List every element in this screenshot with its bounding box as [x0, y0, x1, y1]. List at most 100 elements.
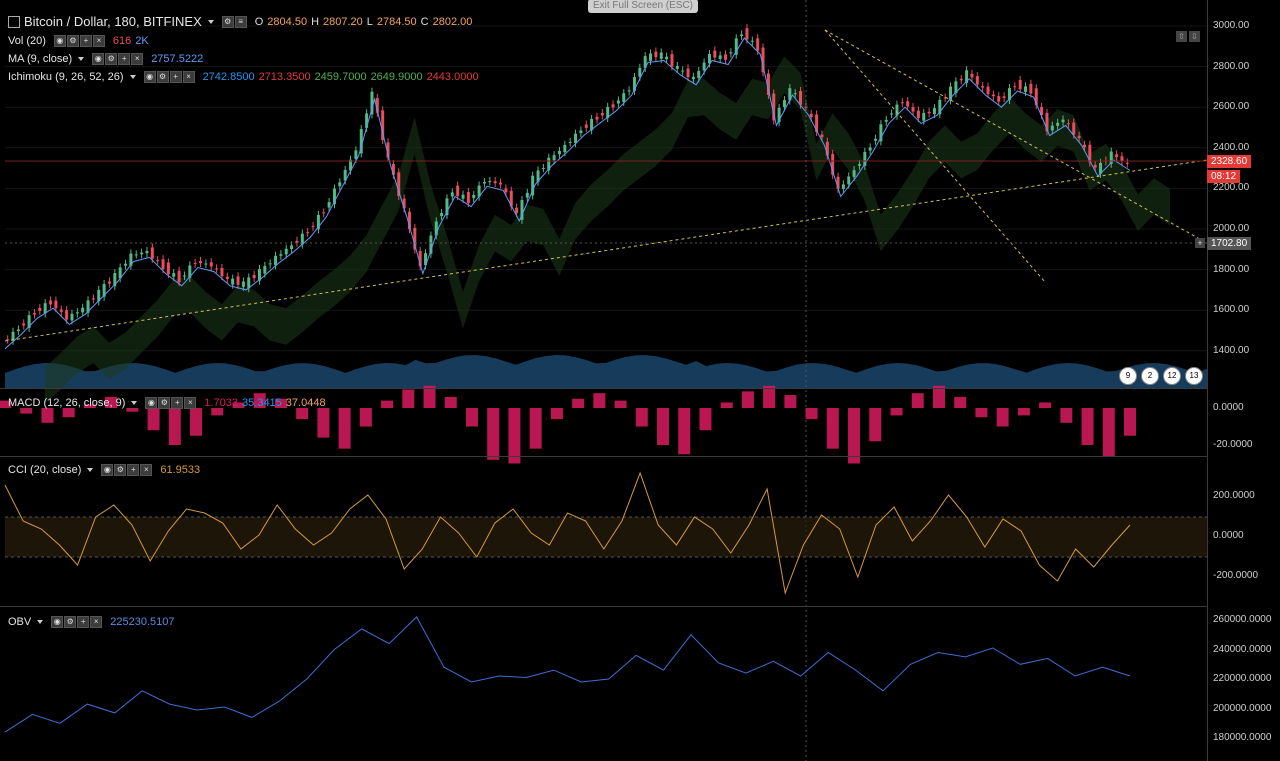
- macd-histogram-bar: [763, 385, 776, 408]
- candle-body: [1120, 156, 1124, 162]
- settings-icon[interactable]: ⚙: [221, 15, 234, 28]
- macd-axis-tick: 0.0000: [1213, 402, 1244, 413]
- cci-label[interactable]: CCI (20, close): [8, 464, 82, 476]
- macd-controls[interactable]: ◉ ⚙ + ×: [145, 397, 197, 409]
- candle-body: [836, 176, 840, 189]
- macd-histogram-bar: [1060, 408, 1073, 423]
- candle-body: [740, 34, 744, 37]
- settings-icon[interactable]: ⚙: [64, 616, 77, 628]
- scale-controls[interactable]: ⇧ ⇩: [1176, 31, 1200, 42]
- price-chart[interactable]: [0, 0, 1207, 761]
- add-icon[interactable]: +: [77, 616, 90, 628]
- arrow-up-icon[interactable]: ⇧: [1176, 31, 1187, 42]
- candle-body: [590, 118, 594, 131]
- candle-body: [488, 181, 492, 183]
- symbol-controls[interactable]: ⚙ ≡: [221, 15, 247, 28]
- add-icon[interactable]: +: [169, 71, 182, 83]
- candle-body: [724, 54, 728, 60]
- add-icon[interactable]: +: [127, 464, 140, 476]
- price-axis-tick: 1400.00: [1213, 344, 1250, 356]
- pane-separator[interactable]: [0, 456, 1207, 457]
- obv-axis-tick: 240000.0000: [1213, 643, 1272, 655]
- candle-body: [997, 96, 1001, 102]
- eye-icon[interactable]: ◉: [51, 616, 64, 628]
- settings-icon[interactable]: ⚙: [156, 71, 169, 83]
- settings-icon[interactable]: ⚙: [66, 35, 79, 47]
- candle-body: [311, 226, 315, 228]
- macd-label[interactable]: MACD (12, 26, close, 9): [8, 397, 126, 409]
- candle-body: [702, 62, 706, 71]
- event-marker[interactable]: 2: [1141, 367, 1159, 385]
- candle-body: [86, 300, 90, 313]
- pane-separator[interactable]: [0, 388, 1207, 389]
- close-icon[interactable]: ×: [182, 71, 195, 83]
- chevron-down-icon[interactable]: [37, 620, 44, 624]
- candle-body: [107, 281, 111, 284]
- candle-body: [509, 190, 513, 207]
- candle-body: [949, 86, 953, 101]
- candle-body: [632, 77, 636, 91]
- obv-label[interactable]: OBV: [8, 616, 32, 628]
- macd-histogram-bar: [41, 408, 54, 423]
- compare-icon[interactable]: ≡: [234, 15, 247, 28]
- candle-body: [900, 102, 904, 104]
- macd-histogram-bar: [741, 391, 754, 408]
- collapse-icon[interactable]: [8, 15, 20, 28]
- vol-controls[interactable]: ◉ ⚙ + ×: [53, 35, 105, 47]
- candle-body: [799, 91, 803, 105]
- add-alert-icon[interactable]: +: [1195, 238, 1205, 248]
- close-icon[interactable]: ×: [184, 397, 197, 409]
- candle-body: [959, 78, 963, 81]
- candle-body: [274, 255, 278, 266]
- pane-separator[interactable]: [0, 606, 1207, 607]
- event-markers[interactable]: 9 2 12 13: [1119, 367, 1203, 385]
- ma-label[interactable]: MA (9, close): [8, 53, 73, 65]
- close-icon[interactable]: ×: [131, 53, 144, 65]
- obv-axis-tick: 200000.0000: [1213, 702, 1272, 714]
- trendline: [824, 29, 1046, 283]
- chevron-down-icon[interactable]: [207, 19, 214, 24]
- chevron-down-icon[interactable]: [78, 57, 85, 61]
- close-icon[interactable]: ×: [90, 616, 103, 628]
- vol-label[interactable]: Vol (20): [8, 35, 46, 47]
- settings-icon[interactable]: ⚙: [114, 464, 127, 476]
- eye-icon[interactable]: ◉: [145, 397, 158, 409]
- candle-body: [204, 263, 208, 265]
- event-marker[interactable]: 12: [1163, 367, 1181, 385]
- obv-controls[interactable]: ◉ ⚙ + ×: [51, 616, 103, 628]
- eye-icon[interactable]: ◉: [143, 71, 156, 83]
- ma-controls[interactable]: ◉ ⚙ + ×: [92, 53, 144, 65]
- macd-histogram-bar: [20, 408, 33, 414]
- ichimoku-controls[interactable]: ◉ ⚙ + ×: [143, 71, 195, 83]
- candle-body: [922, 112, 926, 121]
- candle-body: [456, 185, 460, 197]
- chevron-down-icon[interactable]: [131, 401, 138, 405]
- add-icon[interactable]: +: [79, 35, 92, 47]
- price-axis-tick: 2400.00: [1213, 141, 1250, 153]
- chevron-down-icon[interactable]: [87, 468, 94, 472]
- add-icon[interactable]: +: [118, 53, 131, 65]
- event-marker[interactable]: 13: [1185, 367, 1203, 385]
- close-icon[interactable]: ×: [140, 464, 153, 476]
- chevron-down-icon[interactable]: [129, 75, 136, 79]
- price-axis[interactable]: [1207, 0, 1280, 761]
- eye-icon[interactable]: ◉: [101, 464, 114, 476]
- eye-icon[interactable]: ◉: [92, 53, 105, 65]
- ichimoku-label[interactable]: Ichimoku (9, 26, 52, 26): [8, 71, 124, 83]
- symbol-title[interactable]: Bitcoin / Dollar, 180, BITFINEX: [24, 14, 202, 29]
- candle-body: [70, 313, 74, 321]
- settings-icon[interactable]: ⚙: [158, 397, 171, 409]
- add-icon[interactable]: +: [171, 397, 184, 409]
- candle-body: [316, 214, 320, 230]
- settings-icon[interactable]: ⚙: [105, 53, 118, 65]
- candle-body: [809, 113, 813, 118]
- exit-fullscreen-button[interactable]: Exit Full Screen (ESC): [588, 0, 698, 13]
- event-marker[interactable]: 9: [1119, 367, 1137, 385]
- cci-controls[interactable]: ◉ ⚙ + ×: [101, 464, 153, 476]
- candle-body: [241, 281, 245, 287]
- eye-icon[interactable]: ◉: [53, 35, 66, 47]
- candle-body: [750, 40, 754, 42]
- candle-body: [1024, 86, 1028, 92]
- arrow-down-icon[interactable]: ⇩: [1189, 31, 1200, 42]
- close-icon[interactable]: ×: [92, 35, 105, 47]
